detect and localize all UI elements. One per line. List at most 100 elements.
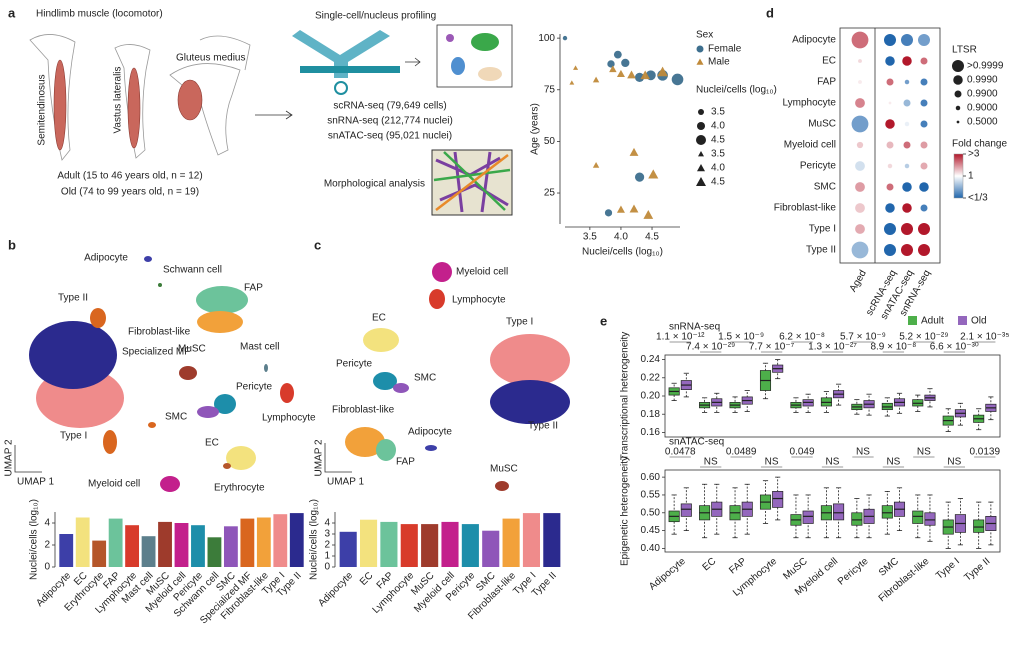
arrow [405, 57, 421, 67]
y-tick-label: 0.18 [641, 409, 661, 420]
cluster-label: Specialized MF [122, 347, 190, 358]
p-value: 6.2 × 10⁻⁸ [779, 332, 825, 343]
bar [339, 531, 357, 567]
dot [920, 78, 928, 86]
dot [919, 182, 929, 192]
point [627, 70, 636, 79]
cluster-label: Myeloid cell [456, 267, 508, 278]
size-legend-label: 4.5 [711, 177, 725, 188]
size-legend-label: 4.5 [711, 135, 725, 146]
cluster-label: MuSC [178, 344, 206, 355]
x-tick-label: 4.5 [645, 232, 659, 243]
dot [886, 78, 894, 86]
p-value: NS [765, 457, 779, 468]
dot [920, 57, 928, 65]
umap-c [324, 262, 570, 491]
bar [141, 536, 156, 567]
size-legend-label: 0.9900 [967, 89, 998, 100]
axis-label: UMAP 1 [17, 477, 54, 488]
cluster-label: SMC [414, 373, 436, 384]
p-value: NS [856, 447, 870, 458]
size-legend-label: >0.9999 [967, 61, 1004, 72]
y-tick-label: 4 [324, 518, 330, 529]
y-tick-label: 0.20 [641, 391, 661, 402]
colorbar-label: <1/3 [968, 193, 988, 204]
y-tick-label: 0.22 [641, 372, 661, 383]
row-label: EC [822, 56, 836, 67]
y-tick-label: 0.55 [641, 490, 661, 501]
bar [207, 537, 222, 567]
bar [125, 525, 140, 567]
cluster-label: FAP [396, 457, 415, 468]
size-legend-label: 3.5 [711, 149, 725, 160]
legend-swatch [908, 316, 917, 325]
colorbar [953, 153, 964, 199]
cluster-label: Adipocyte [408, 427, 452, 438]
bar [522, 513, 541, 567]
p-value: 1.5 × 10⁻⁹ [718, 332, 764, 343]
legend-marker [696, 58, 704, 65]
cluster-label: Type II [528, 421, 558, 432]
profiling-title: Single-cell/nucleus profiling [315, 11, 436, 22]
cluster-label: Lymphocyte [262, 413, 316, 424]
bar [158, 521, 172, 567]
y-axis-title: Transcriptional heterogeneity [620, 332, 631, 461]
dot [918, 244, 930, 256]
cluster-label: Fibroblast-like [128, 327, 191, 338]
p-value: 0.0489 [726, 447, 757, 458]
row-label: FAP [817, 77, 836, 88]
p-value: 8.9 × 10⁻⁸ [870, 342, 916, 353]
point [648, 169, 659, 179]
x-tick-label: EC [701, 556, 719, 573]
row-label: Type I [809, 224, 836, 235]
y-axis-title: Age (years) [530, 103, 541, 155]
y-tick-label: 0.40 [641, 543, 661, 554]
dot [901, 223, 913, 235]
bar [359, 519, 378, 567]
cluster-label: SMC [165, 412, 187, 423]
box [833, 503, 845, 521]
cluster-label: Adipocyte [84, 253, 128, 264]
dot [904, 163, 910, 169]
row-label: Pericyte [800, 161, 837, 172]
cluster-label: Myeloid cell [88, 479, 140, 490]
cluster-label: Pericyte [336, 359, 373, 370]
y-tick-label: 4 [44, 518, 50, 529]
dot [902, 56, 912, 66]
y-axis-title: Nuclei/cells (log₁₀) [309, 499, 320, 580]
dot [918, 223, 930, 235]
panel-label: a [8, 5, 16, 20]
dot [903, 141, 911, 149]
cluster-label: Schwann cell [163, 265, 222, 276]
size-legend-dot [952, 60, 964, 72]
axis-label: UMAP 2 [314, 439, 325, 476]
y-tick-label: 2 [324, 540, 330, 551]
size-legend-label: 4.0 [711, 121, 725, 132]
plot-frame [664, 469, 1001, 553]
p-value: NS [826, 457, 840, 468]
cluster-label: EC [205, 438, 219, 449]
thumb-cluster [446, 34, 454, 42]
cluster-label: Mast cell [240, 342, 279, 353]
bar [461, 524, 479, 567]
size-legend-marker [696, 135, 706, 145]
frame [839, 27, 941, 264]
y-tick-label: 0.24 [641, 354, 661, 365]
dot [903, 99, 911, 107]
point [640, 70, 650, 80]
bar [174, 523, 189, 567]
dot [886, 141, 894, 149]
size-legend-marker [697, 122, 705, 130]
point [607, 60, 615, 68]
y-tick-label: 0.16 [641, 427, 661, 438]
point [629, 147, 639, 156]
size-legend-label: 4.0 [711, 163, 725, 174]
dot [902, 203, 912, 213]
p-value: NS [947, 457, 961, 468]
dot [855, 224, 865, 234]
muscle [53, 59, 67, 151]
bar [502, 518, 520, 567]
point [629, 204, 639, 213]
bar [273, 514, 288, 567]
